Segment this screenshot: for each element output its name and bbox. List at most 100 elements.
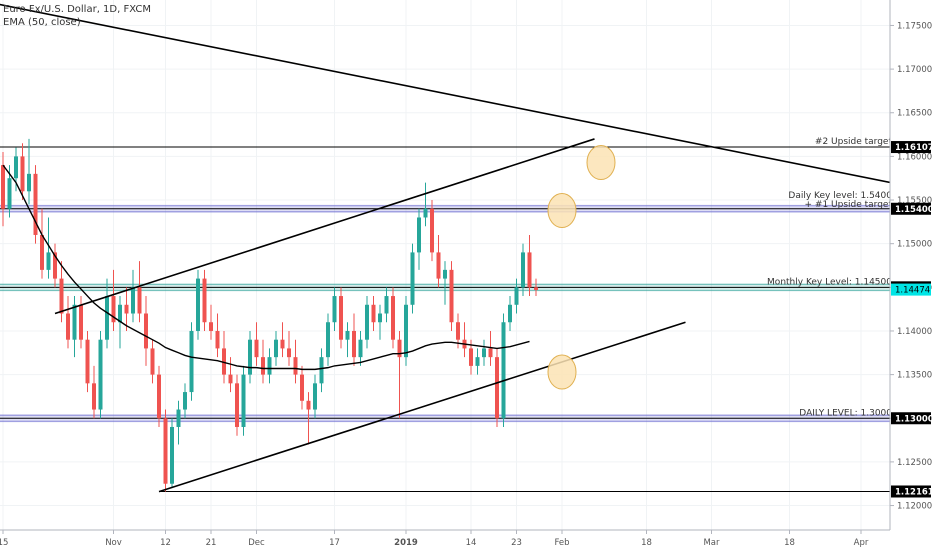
candle-body-33 <box>215 330 220 349</box>
time-tick-8: 23 <box>511 538 522 548</box>
chart-legend: Euro Fx/U.S. Dollar, 1D, FXCM EMA (50, c… <box>3 3 151 29</box>
candle-55 <box>358 330 363 366</box>
price-axis[interactable]: 1.17500 1.17000 1.16500 1.16000 1.15500 1.150… <box>889 0 932 550</box>
candle-body-7 <box>46 252 51 270</box>
price-tick-4: 1.15500 <box>897 196 932 206</box>
candle-20 <box>131 269 135 323</box>
candle-8 <box>53 243 57 288</box>
candle-6 <box>40 208 44 279</box>
candle-69 <box>449 261 454 331</box>
candle-81 <box>527 234 532 297</box>
candle-body-39 <box>254 339 259 358</box>
upper-falling-trendline[interactable] <box>0 0 932 200</box>
candle-body-19 <box>124 304 129 314</box>
candle-body-29 <box>189 330 194 393</box>
channel-upper-trendline[interactable] <box>54 138 595 315</box>
candle-14 <box>92 365 96 419</box>
channel-lower-trendline[interactable] <box>158 321 686 493</box>
candle-body-42 <box>274 339 278 358</box>
time-tick-4: Dec <box>248 538 265 548</box>
candle-body-43 <box>280 339 285 349</box>
candle-body-75 <box>488 348 493 358</box>
time-tick-9: Feb <box>554 538 569 548</box>
candle-5 <box>33 165 38 244</box>
price-tick-10: 1.12500 <box>897 458 932 468</box>
candle-body-52 <box>339 296 343 340</box>
candle-4 <box>27 138 31 205</box>
candle-body-11 <box>72 304 77 340</box>
ema-50-line[interactable] <box>2 164 530 371</box>
level-1.12161-axis-tag <box>891 485 931 498</box>
candle-75 <box>488 330 493 366</box>
price-tick-7: 1.14000 <box>897 327 932 337</box>
price-tick-0: 1.17500 <box>897 21 932 31</box>
candle-77 <box>501 313 506 427</box>
level-1.16107-axis-tag <box>891 141 931 154</box>
candle-body-50 <box>326 322 330 358</box>
candle-78 <box>508 296 512 331</box>
candle-body-70 <box>456 322 460 340</box>
candle-40 <box>261 339 265 384</box>
candle-body-27 <box>176 409 181 427</box>
time-axis[interactable]: 15 Nov 12 21 Dec 17 2019 14 23 Feb 18 Mar 18 Apr <box>0 529 932 550</box>
trendlines[interactable] <box>0 0 932 493</box>
indicator-label[interactable]: EMA (50, close) <box>3 17 81 28</box>
candle-57 <box>371 296 376 331</box>
candle-33 <box>215 313 220 358</box>
candle-body-37 <box>241 374 246 427</box>
time-tick-7: 14 <box>466 538 477 548</box>
target-circle-upper[interactable] <box>586 145 616 180</box>
price-tick-5: 1.15000 <box>897 240 932 250</box>
candle-27 <box>176 400 181 445</box>
candle-16 <box>105 278 109 349</box>
candle-17 <box>111 269 116 331</box>
candle-39 <box>254 322 259 366</box>
candle-body-76 <box>495 357 499 419</box>
level-1.15400-label-2: + #1 Upside target <box>805 200 893 210</box>
candle-61 <box>397 330 402 419</box>
candle-body-57 <box>371 304 376 323</box>
time-tick-0: 15 <box>0 538 8 548</box>
candle-body-63 <box>410 252 415 305</box>
level-labels: #2 Upside target Daily Key level: 1.5400+… <box>767 137 892 418</box>
candle-48 <box>313 374 317 419</box>
candle-body-30 <box>196 278 200 331</box>
candle-body-53 <box>345 330 350 340</box>
candle-25 <box>163 409 168 492</box>
price-tick-3: 1.16000 <box>897 152 932 162</box>
time-tick-11: Mar <box>703 538 720 548</box>
candle-46 <box>300 365 304 410</box>
candle-62 <box>404 296 408 366</box>
candle-body-6 <box>40 234 44 270</box>
candle-body-55 <box>358 339 363 358</box>
candle-body-64 <box>417 217 421 253</box>
candle-body-28 <box>183 392 187 410</box>
target-circle-middle[interactable] <box>547 193 577 229</box>
symbol-title[interactable]: Euro Fx/U.S. Dollar, 1D, FXCM <box>3 4 151 15</box>
candle-body-47 <box>306 400 311 410</box>
candle-body-12 <box>79 304 83 340</box>
candle-body-72 <box>469 348 473 366</box>
candle-body-78 <box>508 304 512 323</box>
candle-body-48 <box>313 383 317 410</box>
candle-body-20 <box>131 287 135 314</box>
candle-0 <box>1 152 5 227</box>
level-1.16107-label: #2 Upside target <box>815 137 893 147</box>
time-tick-10: 18 <box>641 538 652 548</box>
candle-body-10 <box>66 313 70 340</box>
candle-15 <box>98 330 103 419</box>
candle-65 <box>423 182 428 227</box>
candle-body-74 <box>482 348 486 358</box>
candle-10 <box>66 296 70 349</box>
candle-body-62 <box>404 304 408 358</box>
candle-body-18 <box>118 304 122 323</box>
candle-body-1 <box>7 178 12 209</box>
candle-body-56 <box>365 304 369 340</box>
target-circles[interactable] <box>547 145 616 390</box>
candle-23 <box>150 339 155 384</box>
candle-79 <box>514 278 519 314</box>
candle-52 <box>339 287 343 349</box>
candle-body-21 <box>137 287 142 314</box>
target-circle-lower[interactable] <box>547 354 577 390</box>
